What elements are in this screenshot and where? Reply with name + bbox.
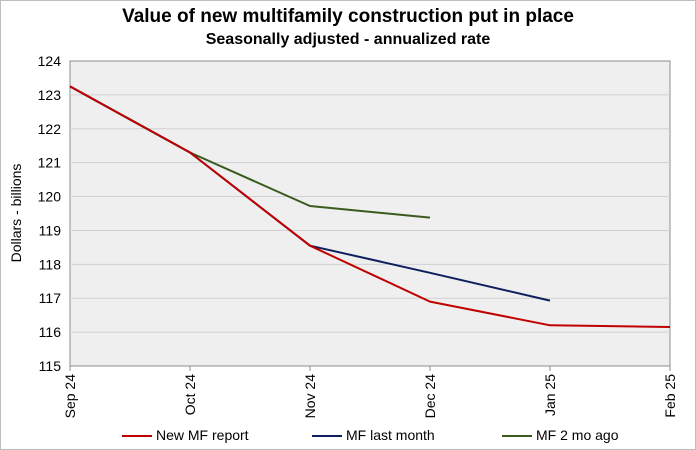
x-tick-label: Feb 25 [662,374,678,418]
y-tick-label: 119 [39,222,62,238]
gridlines [70,94,670,333]
x-tick-label: Nov 24 [302,374,318,419]
legend: New MF report MF last month MF 2 mo ago [0,427,696,447]
legend-swatch [312,435,342,438]
y-tick-label: 115 [39,358,62,374]
series-lines [69,85,671,328]
y-tick-label: 118 [39,256,62,272]
legend-item: New MF report [122,427,249,447]
y-tick-label: 120 [38,189,62,205]
plot-area [69,60,671,367]
legend-item: MF 2 mo ago [502,427,618,447]
x-tick-label: Dec 24 [422,374,438,419]
x-tick-label: Sep 24 [62,374,78,419]
chart-title: Value of new multifamily construction pu… [122,6,574,27]
y-tick-label: 123 [38,87,62,103]
y-axis-title: Dollars - billions [8,164,24,263]
chart-subtitle: Seasonally adjusted - annualized rate [205,31,491,48]
x-axis: Sep 24 Oct 24 Nov 24 Dec 24 Jan 25 Feb 25 [62,366,678,418]
legend-item: MF last month [312,427,435,447]
x-tick-label: Oct 24 [182,374,198,415]
x-tick-label: Jan 25 [542,374,558,416]
y-tick-label: 116 [39,324,62,340]
series-line-new-mf-report [69,85,671,328]
y-tick-label: 124 [38,53,62,69]
legend-label: MF last month [346,427,435,443]
y-tick-label: 121 [38,155,62,171]
y-tick-label: 122 [38,121,62,137]
y-tick-label: 117 [39,290,62,306]
legend-swatch [122,435,152,438]
y-axis: 115 116 117 118 119 120 121 122 123 124 [38,53,62,374]
legend-swatch [502,435,532,438]
legend-label: New MF report [156,427,249,443]
legend-label: MF 2 mo ago [536,427,619,443]
